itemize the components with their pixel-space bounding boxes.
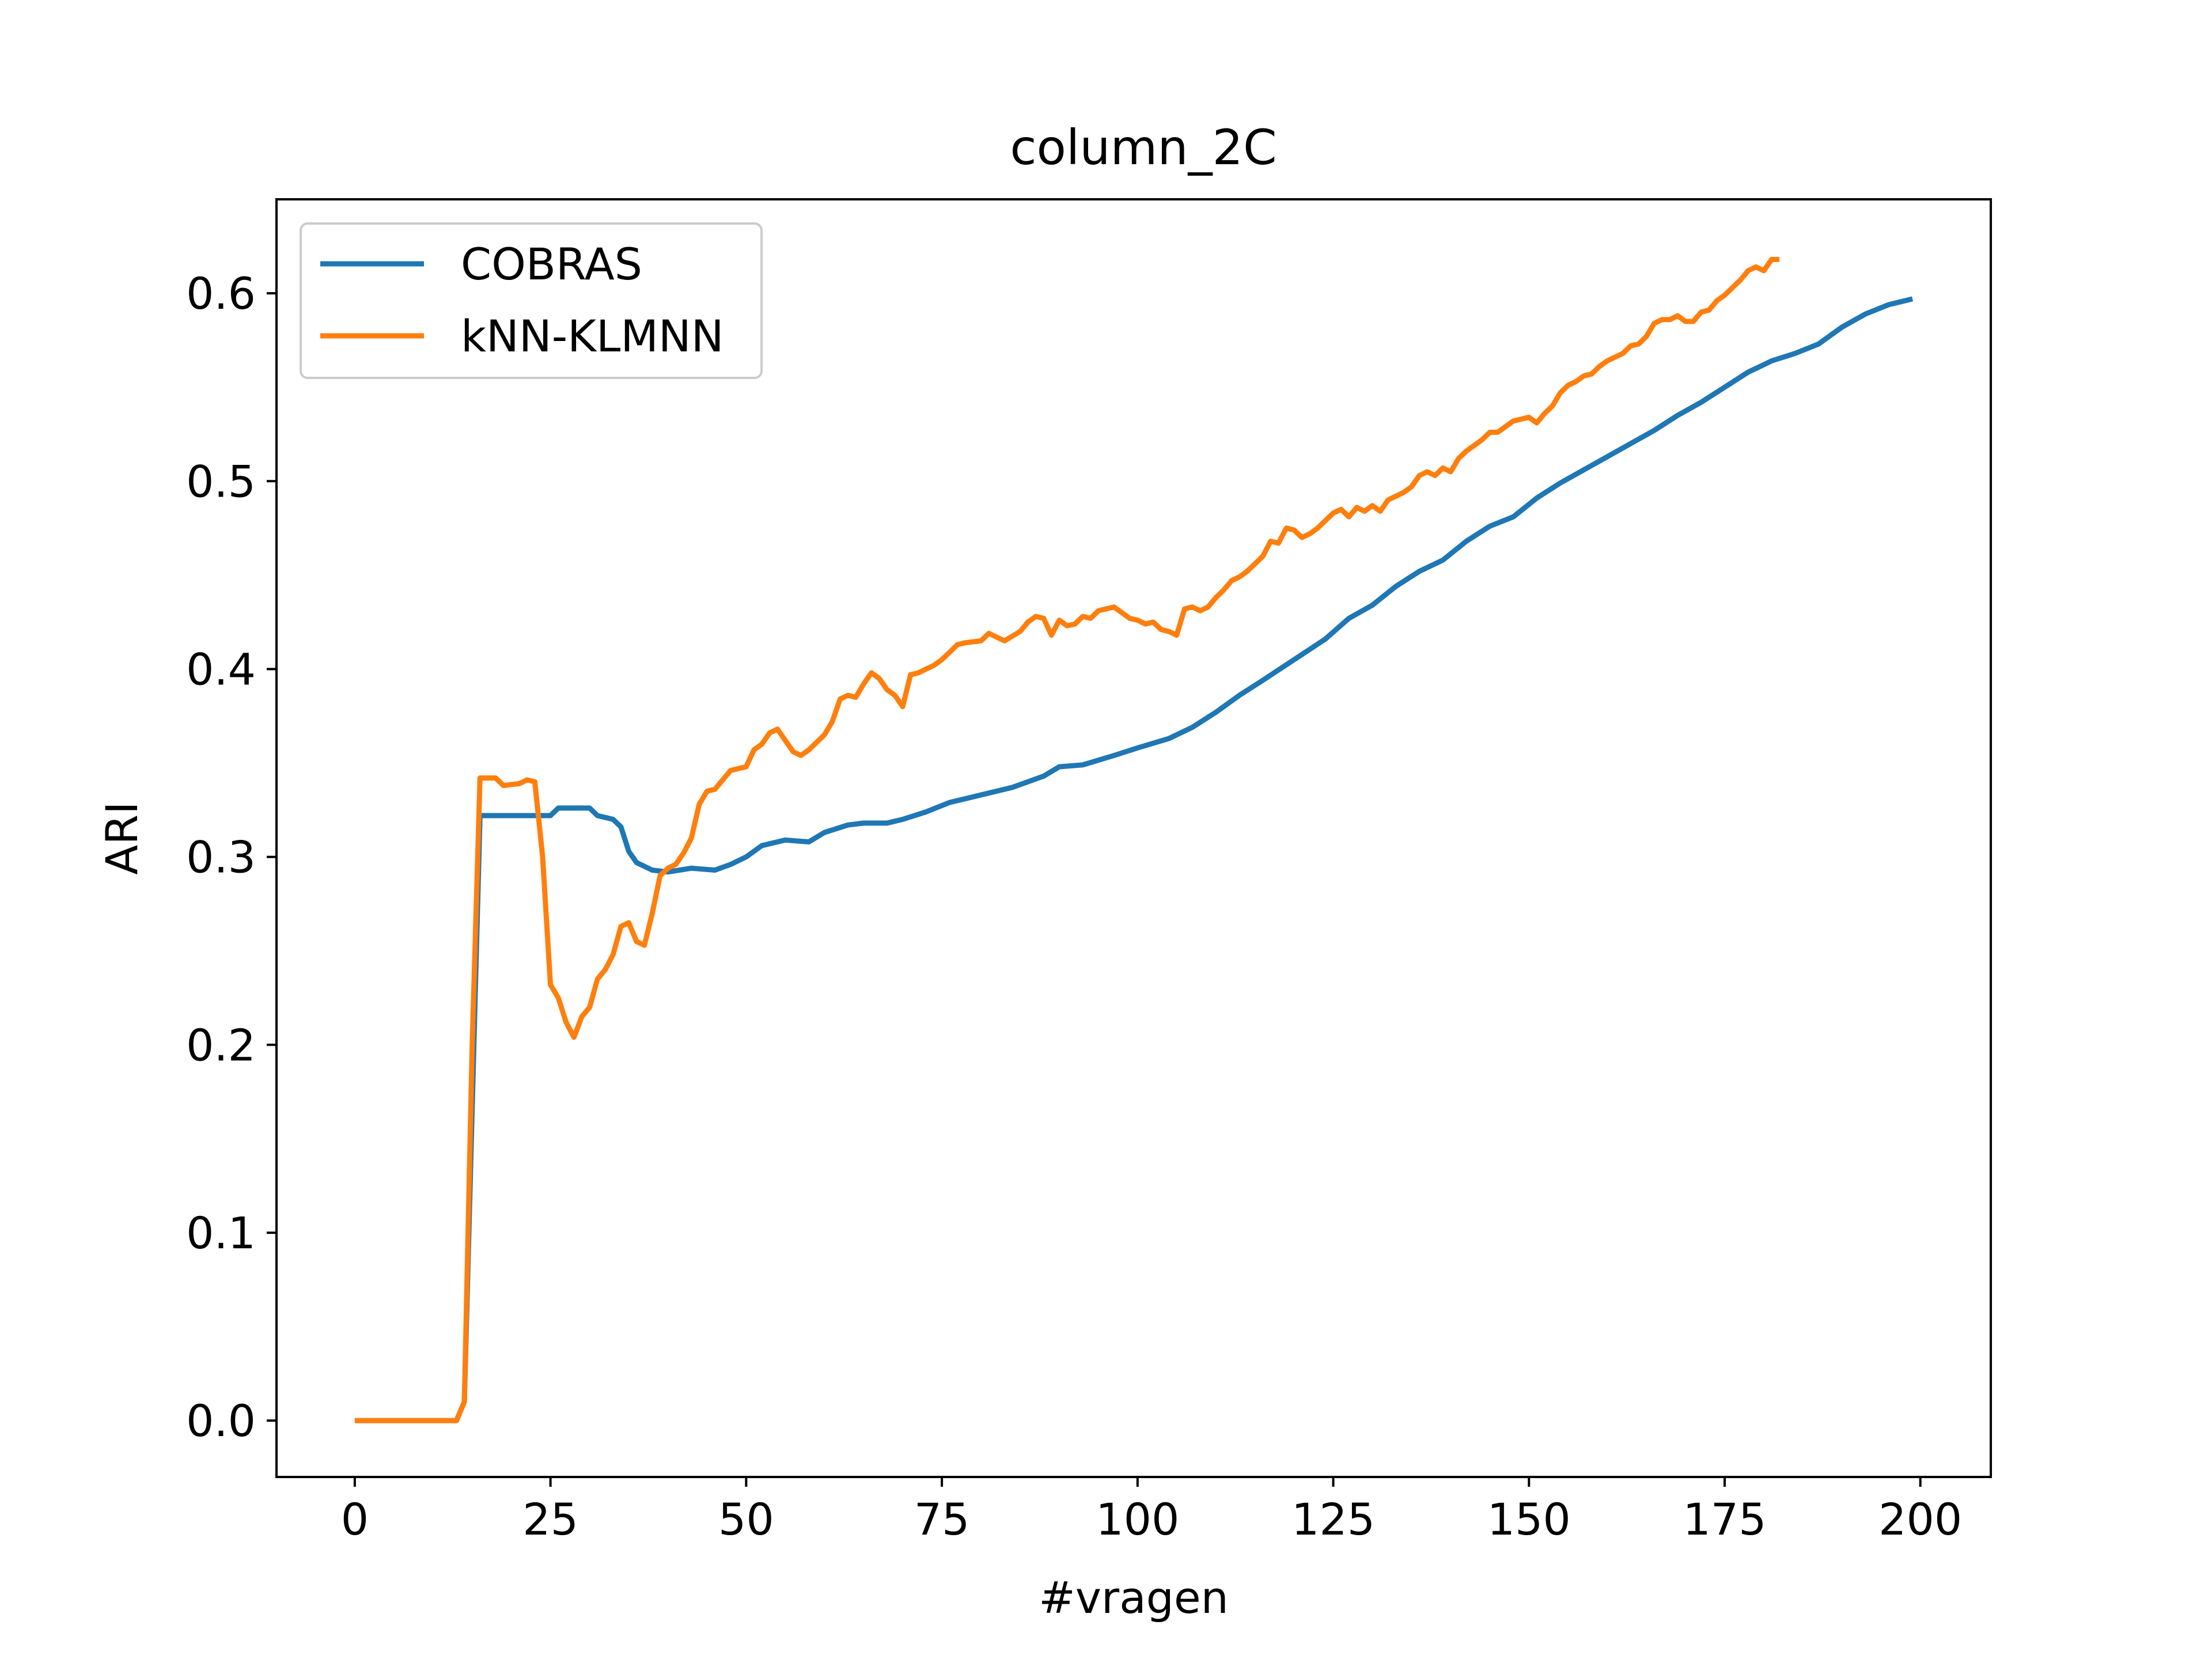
y-tick-label: 0.0 — [186, 1395, 256, 1446]
y-tick-label: 0.2 — [186, 1020, 256, 1071]
x-tick-label: 75 — [914, 1494, 970, 1545]
x-axis-label: #vragen — [1039, 1572, 1229, 1623]
x-tick-label: 175 — [1683, 1494, 1766, 1545]
x-tick-label: 200 — [1878, 1494, 1962, 1545]
x-tick-label: 0 — [341, 1494, 369, 1545]
y-axis-label: ARI — [96, 801, 147, 874]
x-tick-label: 150 — [1487, 1494, 1571, 1545]
series-line-cobras — [354, 296, 1914, 1423]
series-layer — [354, 256, 1914, 1423]
chart-title: column_2C — [1010, 119, 1277, 176]
x-tick-label: 100 — [1096, 1494, 1179, 1545]
y-tick-label: 0.6 — [186, 268, 256, 319]
y-tick-label: 0.3 — [186, 832, 256, 883]
plot-area — [275, 198, 1992, 1478]
y-tick-label: 0.4 — [186, 643, 256, 695]
y-tick-label: 0.1 — [186, 1207, 256, 1259]
x-tick-label: 125 — [1291, 1494, 1375, 1545]
y-axis-ticks: 0.0 0.1 0.2 0.3 0.4 0.5 0.6 — [186, 268, 276, 1446]
series-line-knn-klmnn — [354, 256, 1780, 1423]
legend-label-knn-klmnn: kNN-KLMNN — [461, 310, 724, 362]
x-tick-label: 50 — [718, 1494, 774, 1545]
y-tick-label: 0.5 — [186, 456, 256, 507]
plot-background — [276, 199, 1991, 1477]
x-tick-label: 25 — [522, 1494, 578, 1545]
plot-frame — [275, 198, 1992, 1478]
legend: COBRAS kNN-KLMNN — [300, 222, 763, 379]
legend-label-cobras: COBRAS — [461, 238, 642, 290]
x-axis-ticks: 0 25 50 75 100 125 150 175 200 — [341, 1477, 1962, 1545]
